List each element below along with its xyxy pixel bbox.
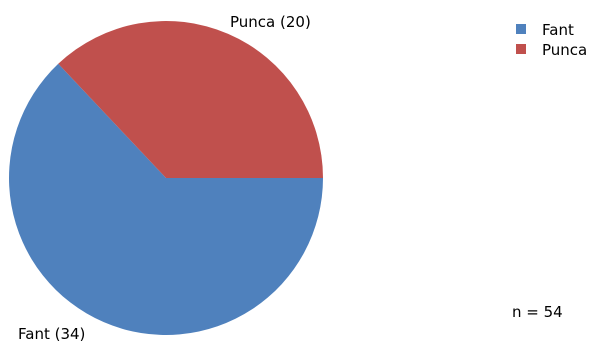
pie-slice-punca [58, 21, 323, 178]
pie-slices [8, 21, 323, 336]
legend: Fant Punca [516, 21, 587, 59]
pie-slice-fant [8, 63, 323, 336]
legend-label-punca: Punca [542, 41, 587, 59]
slice-label-fant: Fant (34) [18, 325, 85, 343]
total-count-label: n = 54 [512, 303, 563, 321]
legend-swatch-fant [516, 24, 526, 34]
legend-label-fant: Fant [542, 21, 574, 39]
legend-swatch-punca [516, 44, 526, 54]
slice-label-punca: Punca (20) [230, 13, 311, 31]
